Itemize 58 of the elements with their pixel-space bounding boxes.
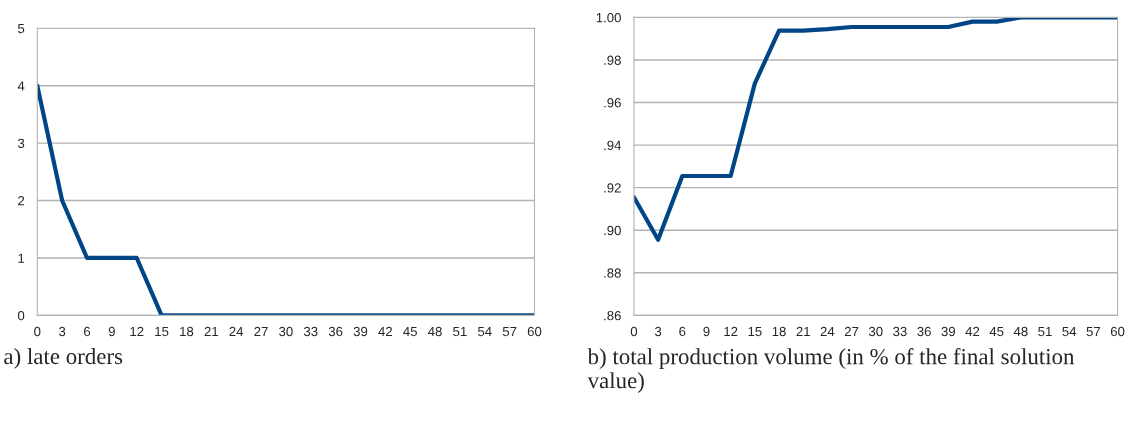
x-tick-label: 57 [1086,326,1101,337]
y-tick-label: .98 [604,55,621,65]
x-tick-label: 6 [84,326,91,337]
y-tick-label: 5 [17,23,25,34]
text: a) late orders [4,348,123,369]
y-tick-label: 3 [17,138,25,149]
x-tick-label: 33 [303,326,318,337]
x-tick-label: 48 [1013,326,1028,337]
x-tick-label: 24 [229,326,244,337]
y-tick-label: 2 [18,196,25,206]
x-tick-label: 54 [477,326,492,337]
x-tick-label: 42 [378,326,393,337]
y-tick-label: .88 [604,268,621,278]
y-tick-label: .96 [604,98,621,108]
x-tick-label: 0 [34,326,41,337]
y-tick-label: 1 [18,253,25,263]
x-tick-label: 12 [724,326,738,337]
x-tick-label: 57 [502,326,517,337]
x-tick-label: 51 [453,326,467,337]
x-tick-label: 3 [654,326,662,337]
x-tick-label: 39 [353,326,368,337]
x-tick-label: 12 [130,326,144,337]
x-tick-label: 54 [1062,326,1077,337]
x-tick-label: 27 [844,326,859,337]
y-tick-label: 1.00 [596,12,621,23]
x-tick-label: 60 [527,326,542,337]
x-tick-label: 36 [328,326,343,337]
x-tick-label: 24 [820,326,835,337]
x-tick-label: 36 [917,326,931,337]
x-tick-label: 3 [58,326,66,337]
x-tick-label: 48 [428,326,442,337]
x-tick-label: 6 [679,326,686,337]
y-tick-label: .86 [604,310,621,321]
x-tick-label: 15 [748,326,762,337]
y-tick-label: .94 [604,140,622,151]
y-tick-label: 0 [17,310,25,321]
x-tick-label: 39 [941,326,956,337]
x-tick-label: 30 [279,326,293,337]
x-tick-label: 30 [868,326,883,337]
y-tick-label: 4 [17,81,25,91]
x-tick-label: 60 [1110,326,1125,337]
x-tick-label: 18 [772,326,786,337]
x-tick-label: 15 [155,326,169,337]
x-tick-label: 9 [108,326,115,337]
x-tick-label: 9 [703,326,710,337]
x-tick-label: 21 [796,326,810,337]
text: b) total production volume (in % of the final solution value) [587,348,1075,393]
x-tick-label: 0 [630,326,638,337]
x-tick-label: 51 [1038,326,1052,337]
x-tick-label: 33 [893,326,907,337]
x-tick-label: 21 [204,326,218,337]
x-tick-label: 45 [989,326,1004,337]
y-tick-label: .92 [604,183,621,193]
x-tick-label: 27 [254,326,268,337]
x-tick-label: 42 [965,326,980,337]
x-tick-label: 18 [180,326,194,337]
x-tick-label: 45 [403,326,417,337]
y-tick-label: .90 [604,225,621,236]
